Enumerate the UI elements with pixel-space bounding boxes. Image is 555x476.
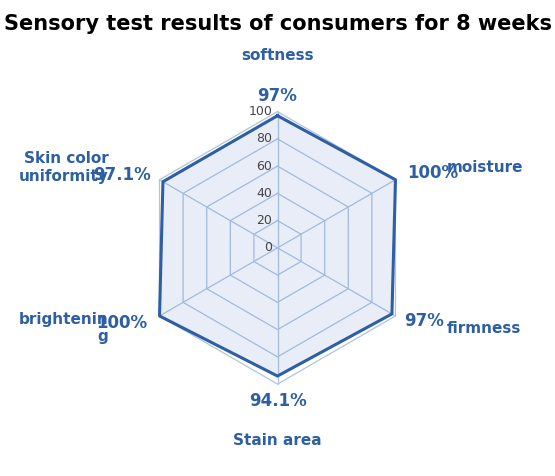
Polygon shape <box>159 111 396 384</box>
Text: 97%: 97% <box>258 87 297 105</box>
Text: brightenin
g: brightenin g <box>18 312 108 345</box>
Text: firmness: firmness <box>447 321 521 336</box>
Polygon shape <box>230 193 325 302</box>
Polygon shape <box>159 116 396 376</box>
Text: 94.1%: 94.1% <box>249 392 306 410</box>
Text: Stain area: Stain area <box>233 433 322 448</box>
Text: 20: 20 <box>256 214 272 227</box>
Text: 100: 100 <box>248 105 272 118</box>
Text: Skin color
uniformity: Skin color uniformity <box>18 151 108 184</box>
Text: moisture: moisture <box>447 160 523 175</box>
Text: 80: 80 <box>256 132 272 145</box>
Polygon shape <box>206 166 349 329</box>
Polygon shape <box>254 220 301 275</box>
Text: softness: softness <box>241 48 314 62</box>
Text: 0: 0 <box>264 241 272 254</box>
Text: 100%: 100% <box>97 314 148 332</box>
Text: 40: 40 <box>256 187 272 200</box>
Text: Sensory test results of consumers for 8 weeks: Sensory test results of consumers for 8 … <box>3 14 552 34</box>
Text: 60: 60 <box>256 159 272 173</box>
Text: 97%: 97% <box>403 312 443 330</box>
Text: 97.1%: 97.1% <box>93 166 151 184</box>
Polygon shape <box>183 139 372 357</box>
Text: 100%: 100% <box>407 164 458 182</box>
